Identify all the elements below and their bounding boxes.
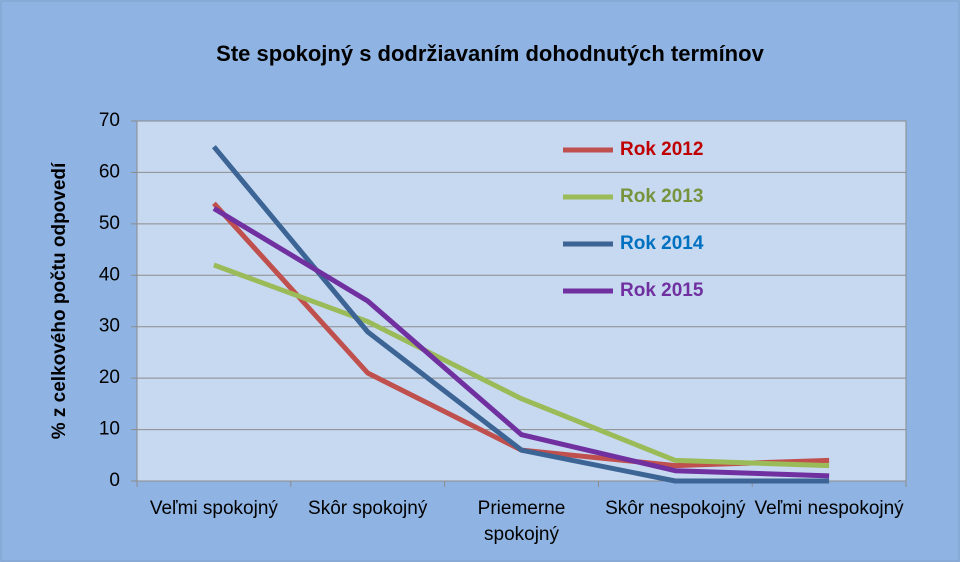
legend-label: Rok 2014 [620,233,704,254]
x-tick-label: Skôr nespokojný [605,498,746,519]
y-tick-label: 50 [99,213,120,234]
y-tick-label: 60 [99,161,120,182]
x-tick-label: Skôr spokojný [308,498,428,519]
legend-label: Rok 2012 [620,139,703,160]
legend-label: Rok 2013 [620,186,703,207]
y-tick-label: 40 [99,264,120,285]
x-tick-label: Veľmi spokojný [149,498,278,519]
y-tick-label: 20 [99,367,120,388]
series-line [213,262,830,469]
y-axis-label: % z celkového počtu odpovedí [49,162,70,439]
y-tick-label: 0 [109,470,120,491]
x-tick-label: Priemerne spokojný [477,498,566,545]
y-tick-label: 30 [99,316,120,337]
y-tick-label: 70 [99,110,120,131]
chart-title: Ste spokojný s dodržiavaním dohodnutých … [216,41,764,66]
y-tick-label: 10 [99,419,120,440]
plot-area [136,120,907,482]
series-line [212,206,830,479]
legend-label: Rok 2015 [620,280,704,301]
x-tick-label: Veľmi nespokojný [754,498,904,519]
